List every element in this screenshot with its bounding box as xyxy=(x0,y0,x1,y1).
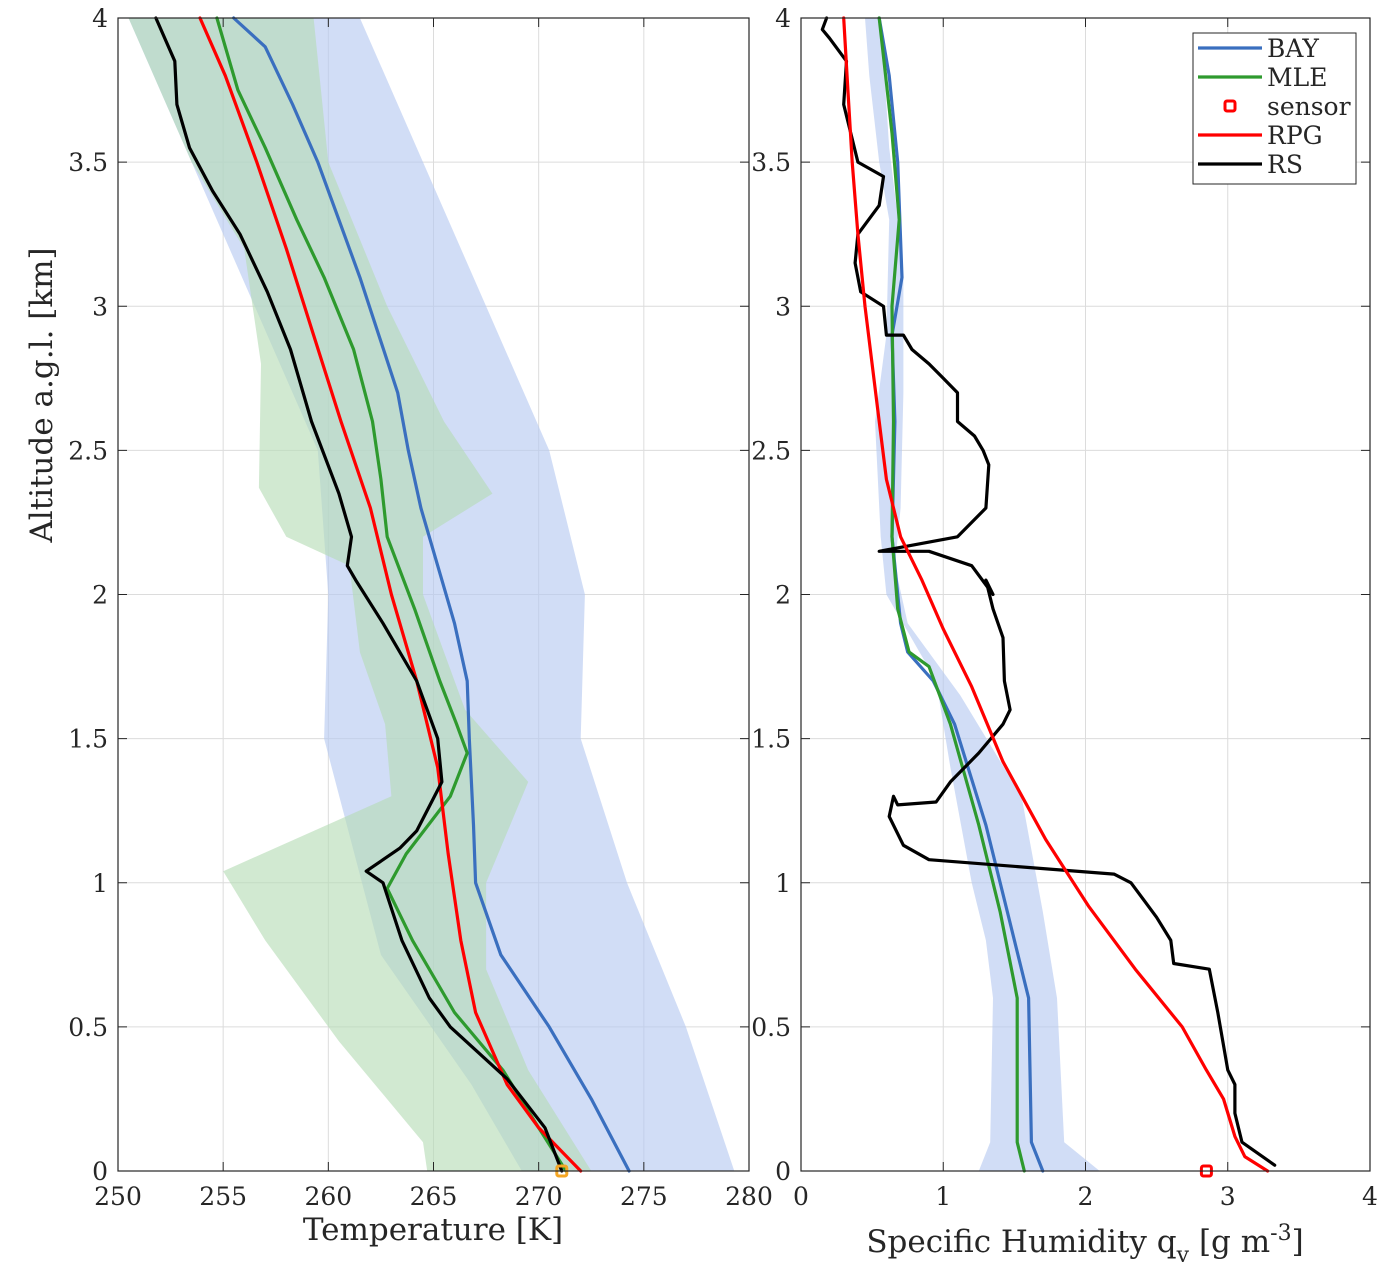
humidity-series xyxy=(820,16,1277,1173)
humidity-series-rpg xyxy=(842,16,1270,1173)
legend-label-bay: BAY xyxy=(1267,34,1319,63)
temperature-x-tick-label: 250 xyxy=(94,1182,142,1211)
temperature-series-rpg xyxy=(198,16,583,1173)
temperature-x-tick-label: 275 xyxy=(620,1182,668,1211)
temperature-y-tick-label: 0 xyxy=(92,1157,108,1186)
humidity-ticks: 0 1 2 3 4 0 0.5 1 1.5 2 2.5 3 3.5 4 xyxy=(751,4,1378,1211)
humidity-x-tick-label: 1 xyxy=(935,1182,951,1211)
humidity-series-mle xyxy=(877,16,1026,1173)
temperature-series-rs xyxy=(154,16,564,1173)
temperature-y-tick-label: 4 xyxy=(92,4,108,33)
humidity-y-tick-label: 2 xyxy=(775,581,791,610)
humidity-x-label-sup: -3 xyxy=(1270,1221,1291,1246)
humidity-x-tick-label: 3 xyxy=(1220,1182,1236,1211)
temperature-x-tick-label: 265 xyxy=(410,1182,458,1211)
humidity-y-tick-label: 2.5 xyxy=(751,436,791,465)
temperature-x-tick-label: 280 xyxy=(725,1182,773,1211)
humidity-panel: 0 1 2 3 4 0 0.5 1 1.5 2 2.5 3 3.5 4 Specific Humidity… xyxy=(751,4,1378,1268)
temperature-series xyxy=(154,16,631,1173)
humidity-y-tick-label: 1.5 xyxy=(751,725,791,754)
humidity-x-tick-label: 4 xyxy=(1362,1182,1378,1211)
humidity-y-tick-label: 3.5 xyxy=(751,148,791,177)
temperature-y-tick-label: 0.5 xyxy=(68,1013,108,1042)
humidity-x-label-main: Specific Humidity q xyxy=(866,1224,1176,1260)
legend-label-rpg: RPG xyxy=(1267,121,1323,150)
humidity-y-tick-label: 1 xyxy=(775,869,791,898)
humidity-y-tick-label: 4 xyxy=(775,4,791,33)
temperature-y-tick-label: 3.5 xyxy=(68,148,108,177)
humidity-x-tick-label: 0 xyxy=(793,1182,809,1211)
humidity-y-tick-label: 0.5 xyxy=(751,1013,791,1042)
humidity-x-label-end: ] xyxy=(1292,1224,1304,1260)
legend-swatch-sensor xyxy=(1223,99,1237,113)
humidity-x-label-tail: [g m xyxy=(1189,1224,1270,1260)
temperature-y-tick-label: 2.5 xyxy=(68,436,108,465)
temperature-y-label: Altitude a.g.l. [km] xyxy=(24,247,60,543)
temperature-ticks: 250 255 260 265 270 275 280 0 0.5 1 1.5 2 2.5 3 3.5 4 xyxy=(68,4,773,1211)
humidity-x-label-sub: v xyxy=(1176,1243,1190,1268)
temperature-y-tick-label: 1 xyxy=(92,869,108,898)
legend-label-mle: MLE xyxy=(1267,63,1327,92)
temperature-x-tick-label: 270 xyxy=(515,1182,563,1211)
humidity-y-tick-label: 0 xyxy=(775,1157,791,1186)
humidity-x-tick-label: 2 xyxy=(1078,1182,1094,1211)
temperature-y-tick-label: 2 xyxy=(92,581,108,610)
temperature-y-tick-label: 3 xyxy=(92,292,108,321)
temperature-x-tick-label: 255 xyxy=(199,1182,247,1211)
legend-label-sensor: sensor xyxy=(1267,92,1351,121)
humidity-x-label: Specific Humidity qv [g m-3] xyxy=(866,1221,1303,1268)
temperature-x-tick-label: 260 xyxy=(304,1182,352,1211)
temperature-panel: 250 255 260 265 270 275 280 0 0.5 1 1.5 2 2.5 3 3.5 4 T… xyxy=(24,4,773,1248)
humidity-y-tick-label: 3 xyxy=(775,292,791,321)
temperature-y-tick-label: 1.5 xyxy=(68,725,108,754)
temperature-x-label: Temperature [K] xyxy=(303,1212,563,1248)
legend-box xyxy=(1192,32,1357,185)
temperature-series-bay xyxy=(232,16,631,1173)
temperature-series-mle xyxy=(215,16,568,1173)
legend-label-rs: RS xyxy=(1267,150,1303,179)
